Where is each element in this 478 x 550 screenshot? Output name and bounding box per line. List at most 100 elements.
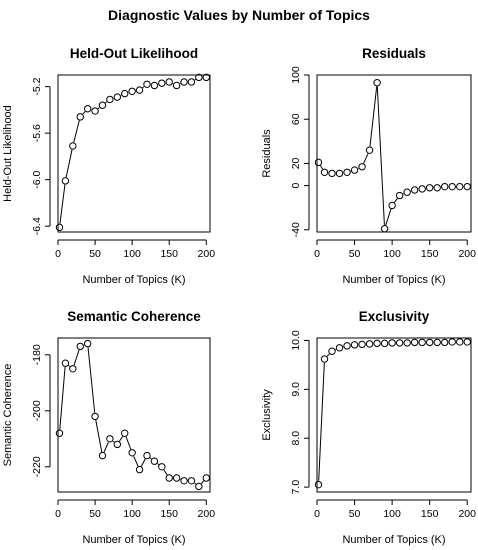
semantic-coherence-line-segment xyxy=(95,420,103,452)
residuals-line-segment xyxy=(385,208,392,226)
residuals-data-point xyxy=(328,169,336,178)
exclusivity-y-tick-label: 10.0 xyxy=(290,330,302,351)
residuals-y-axis-label: Residuals xyxy=(261,129,273,178)
exclusivity-data-point xyxy=(448,338,456,346)
held-out-likelihood-line-segment xyxy=(105,101,108,104)
residuals-data-point xyxy=(335,169,344,178)
exclusivity-x-tick-label: 50 xyxy=(349,508,361,520)
residuals-data-point xyxy=(358,163,366,171)
held-out-likelihood-data-point xyxy=(61,177,70,185)
held-out-likelihood-data-point xyxy=(202,73,210,82)
semantic-coherence-y-tick-label: -200 xyxy=(31,400,43,421)
held-out-likelihood-x-tick-label: 200 xyxy=(198,248,216,260)
semantic-coherence-line-segment xyxy=(140,458,146,467)
exclusivity-data-point xyxy=(365,340,374,348)
exclusivity-data-point xyxy=(373,339,381,348)
semantic-coherence-line-segment xyxy=(149,457,152,460)
residuals-x-axis-label: Number of Topics (K) xyxy=(342,274,445,286)
semantic-coherence-x-tick-label: 200 xyxy=(198,508,216,520)
held-out-likelihood-data-point xyxy=(91,107,99,115)
semantic-coherence-data-point xyxy=(143,451,151,460)
semantic-coherence-line-segment xyxy=(59,366,66,430)
exclusivity-x-tick-label: 100 xyxy=(383,508,401,520)
residuals-plot-frame xyxy=(316,74,472,233)
held-out-likelihood-data-point xyxy=(55,223,64,232)
residuals-data-point xyxy=(425,184,434,192)
held-out-likelihood-plot-frame xyxy=(57,74,211,233)
residuals-y-tick-label: 100 xyxy=(290,66,302,84)
held-out-likelihood-data-point xyxy=(150,81,159,90)
semantic-coherence-y-axis-label: Semantic Coherence xyxy=(2,364,14,467)
exclusivity-data-point xyxy=(350,341,359,349)
residuals-x-tick-label: 200 xyxy=(458,248,476,260)
semantic-coherence-data-point xyxy=(158,463,166,471)
residuals-y-tick-label: 20 xyxy=(290,157,302,169)
residuals-data-point xyxy=(441,182,449,191)
held-out-likelihood-title: Held-Out Likelihood xyxy=(70,46,198,61)
exclusivity-data-point xyxy=(463,338,471,346)
exclusivity-data-point xyxy=(328,347,336,355)
semantic-coherence-data-point xyxy=(106,435,114,443)
residuals-y-tick-label: 0 xyxy=(290,182,302,188)
semantic-coherence-data-point xyxy=(202,474,210,482)
residuals-line-segment xyxy=(376,86,385,225)
semantic-coherence-data-point xyxy=(195,482,203,491)
semantic-coherence-data-point xyxy=(187,477,196,485)
held-out-likelihood-data-point xyxy=(143,80,151,89)
semantic-coherence-data-point xyxy=(150,457,159,465)
exclusivity-x-tick-label: 200 xyxy=(458,508,476,520)
residuals-x-tick-label: 100 xyxy=(383,248,401,260)
exclusivity-data-point xyxy=(410,338,419,347)
held-out-likelihood-data-point xyxy=(158,79,166,87)
residuals-data-point xyxy=(410,186,419,194)
held-out-likelihood-data-point xyxy=(76,113,84,121)
held-out-likelihood-data-point xyxy=(83,105,92,113)
held-out-likelihood-line-segment xyxy=(73,120,80,143)
semantic-coherence-line-segment xyxy=(194,482,197,485)
semantic-coherence-line-segment xyxy=(103,442,109,453)
exclusivity-data-point xyxy=(433,338,441,347)
semantic-coherence-plot-frame xyxy=(57,337,211,493)
held-out-likelihood-y-tick-label: -5.6 xyxy=(31,124,43,142)
held-out-likelihood-data-point xyxy=(121,89,129,98)
semantic-coherence-panel: Semantic Coherence 0 50 100 150 200 -220 -200 -1… xyxy=(2,309,215,546)
exclusivity-data-point xyxy=(335,344,344,352)
held-out-likelihood-data-point xyxy=(128,87,136,95)
held-out-likelihood-data-point xyxy=(172,81,181,90)
held-out-likelihood-line-segment xyxy=(65,149,73,178)
residuals-data-point xyxy=(365,146,374,154)
residuals-data-point xyxy=(373,79,381,87)
exclusivity-data-point xyxy=(456,338,464,346)
residuals-data-point xyxy=(463,182,471,191)
semantic-coherence-y-tick-label: -180 xyxy=(31,344,43,365)
exclusivity-y-tick-label: 7.0 xyxy=(290,480,302,495)
semantic-coherence-data-point xyxy=(165,474,173,482)
held-out-likelihood-data-point xyxy=(180,78,188,86)
residuals-x-tick-label: 0 xyxy=(314,248,320,260)
semantic-coherence-data-point xyxy=(113,440,122,449)
semantic-coherence-line-segment xyxy=(125,436,132,450)
residuals-data-point xyxy=(395,191,404,200)
residuals-x-tick-label: 150 xyxy=(421,248,439,260)
residuals-line-segment xyxy=(369,86,378,147)
held-out-likelihood-line-segment xyxy=(97,107,100,110)
held-out-likelihood-data-point xyxy=(165,78,173,86)
held-out-likelihood-line-segment xyxy=(142,86,145,89)
held-out-likelihood-x-tick-label: 150 xyxy=(160,248,178,260)
held-out-likelihood-line-segment xyxy=(82,111,86,115)
held-out-likelihood-x-tick-label: 0 xyxy=(55,248,61,260)
residuals-line-segment xyxy=(394,198,398,203)
semantic-coherence-data-point xyxy=(135,465,144,474)
exclusivity-data-point xyxy=(403,339,411,347)
exclusivity-line-segment xyxy=(326,353,330,357)
held-out-likelihood-data-point xyxy=(98,101,107,109)
residuals-data-point xyxy=(388,201,396,210)
semantic-coherence-x-axis-label: Number of Topics (K) xyxy=(82,534,185,546)
exclusivity-data-point xyxy=(314,480,323,489)
exclusivity-x-axis-label: Number of Topics (K) xyxy=(342,534,445,546)
residuals-data-point xyxy=(350,166,359,174)
residuals-data-point xyxy=(320,168,329,176)
held-out-likelihood-data-point xyxy=(187,78,196,86)
exclusivity-data-point xyxy=(395,339,404,347)
